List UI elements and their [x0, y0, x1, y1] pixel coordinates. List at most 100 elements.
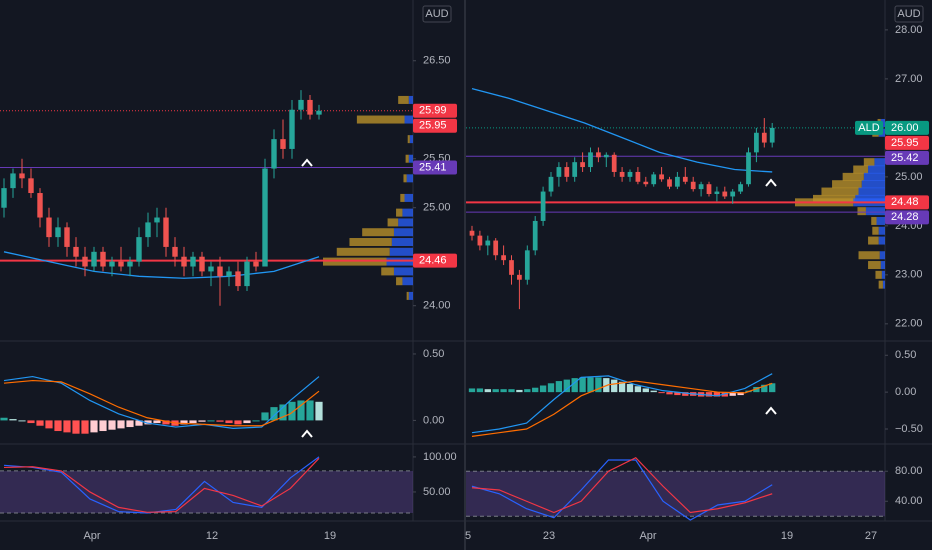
macd-histogram [189, 420, 197, 424]
volume-profile-up [868, 165, 885, 174]
macd-histogram [634, 386, 642, 393]
macd-histogram [492, 389, 499, 393]
signal-marker [765, 178, 777, 187]
price-tick-label: 23.00 [895, 269, 923, 281]
macd-histogram [108, 420, 116, 430]
macd-histogram [270, 407, 278, 421]
macd-histogram [729, 392, 736, 396]
candle-body [91, 251, 97, 267]
macd-histogram [484, 389, 491, 393]
macd-histogram [595, 377, 602, 393]
macd-histogram [45, 420, 53, 429]
candle-body [698, 184, 704, 190]
price-badge [885, 195, 929, 210]
volume-profile-down [853, 165, 869, 174]
volume-profile-down [872, 226, 879, 235]
macd-macd-line [471, 373, 773, 434]
time-label: 19 [324, 530, 336, 542]
time-label: 5 [465, 530, 471, 542]
volume-profile-down [406, 291, 409, 300]
stoch-band [0, 470, 413, 513]
candle-body [532, 220, 538, 251]
volume-profile-up [881, 270, 885, 279]
macd-histogram [666, 392, 673, 395]
volume-profile-down [832, 180, 862, 189]
candle-body [588, 152, 593, 168]
macd-histogram [144, 420, 152, 425]
price-tick-label: 27.00 [895, 73, 923, 85]
symbol-tag [855, 120, 883, 135]
volume-profile-down [858, 251, 880, 260]
volume-profile-up [408, 95, 413, 104]
candle-body [682, 176, 688, 182]
volume-profile-down [396, 277, 403, 286]
signal-marker [301, 158, 313, 167]
macd-histogram [36, 420, 44, 426]
volume-profile-down [878, 280, 883, 289]
candle-body [769, 127, 775, 143]
macd-histogram [261, 412, 269, 421]
macd-histogram [216, 420, 224, 422]
candle-body [226, 271, 232, 277]
macd-histogram [674, 392, 681, 396]
candle-body [493, 240, 499, 256]
macd-histogram [618, 381, 626, 393]
macd-histogram [234, 420, 242, 425]
time-label: Apr [83, 530, 100, 542]
candle-body [100, 251, 106, 267]
macd-histogram [279, 404, 287, 421]
volume-profile-up [858, 187, 885, 196]
candle-body [738, 184, 743, 192]
macd-histogram [579, 377, 586, 393]
macd-histogram [753, 386, 760, 393]
macd-histogram [207, 420, 215, 422]
macd-histogram [252, 420, 260, 422]
volume-profile-up [404, 115, 413, 124]
volume-profile-down [362, 228, 394, 237]
currency-tag [422, 5, 452, 23]
stoch-d-line [3, 457, 320, 513]
volume-profile-up [880, 261, 885, 270]
candle-body [540, 191, 546, 221]
macd-histogram [500, 389, 507, 393]
candle-body [501, 255, 506, 261]
macd-histogram [63, 420, 71, 433]
candle-body [524, 250, 530, 280]
volume-profile-down [403, 174, 407, 183]
candle-body [730, 191, 736, 197]
macd-histogram [99, 420, 107, 432]
candle-body [190, 256, 196, 267]
stoch-tick-label: 100.00 [423, 451, 457, 463]
macd-histogram [243, 420, 251, 424]
macd-histogram [682, 392, 689, 396]
candle-body [627, 171, 633, 177]
volume-profile-down [842, 172, 864, 181]
macd-tick-label: 0.00 [423, 414, 444, 426]
candle-body [619, 171, 625, 177]
candle-body [55, 227, 61, 238]
stoch-tick-label: 80.00 [895, 465, 923, 477]
price-tick-label: 28.00 [895, 24, 923, 36]
candle-body [73, 246, 79, 257]
candle-body [603, 154, 609, 158]
price-tick-label: 26.50 [423, 55, 451, 67]
candle-body [37, 193, 43, 218]
price-badge-label: 26.00 [891, 122, 919, 134]
candle-body [675, 176, 680, 187]
volume-profile-up [402, 208, 413, 217]
candle-body [199, 256, 205, 272]
price-badge [885, 135, 929, 150]
macd-histogram [9, 419, 17, 421]
volume-profile-up [406, 174, 413, 183]
macd-histogram [180, 420, 188, 425]
candle-body [19, 173, 25, 179]
signal-marker [301, 429, 313, 438]
volume-profile-down [407, 135, 410, 144]
price-badge [413, 253, 457, 268]
volume-profile-down [871, 216, 877, 225]
price-tick-label: 25.00 [895, 171, 923, 183]
candle-body [262, 168, 268, 267]
volume-profile-down [356, 115, 405, 124]
candle-body [596, 152, 601, 158]
volume-profile-up [408, 291, 413, 300]
